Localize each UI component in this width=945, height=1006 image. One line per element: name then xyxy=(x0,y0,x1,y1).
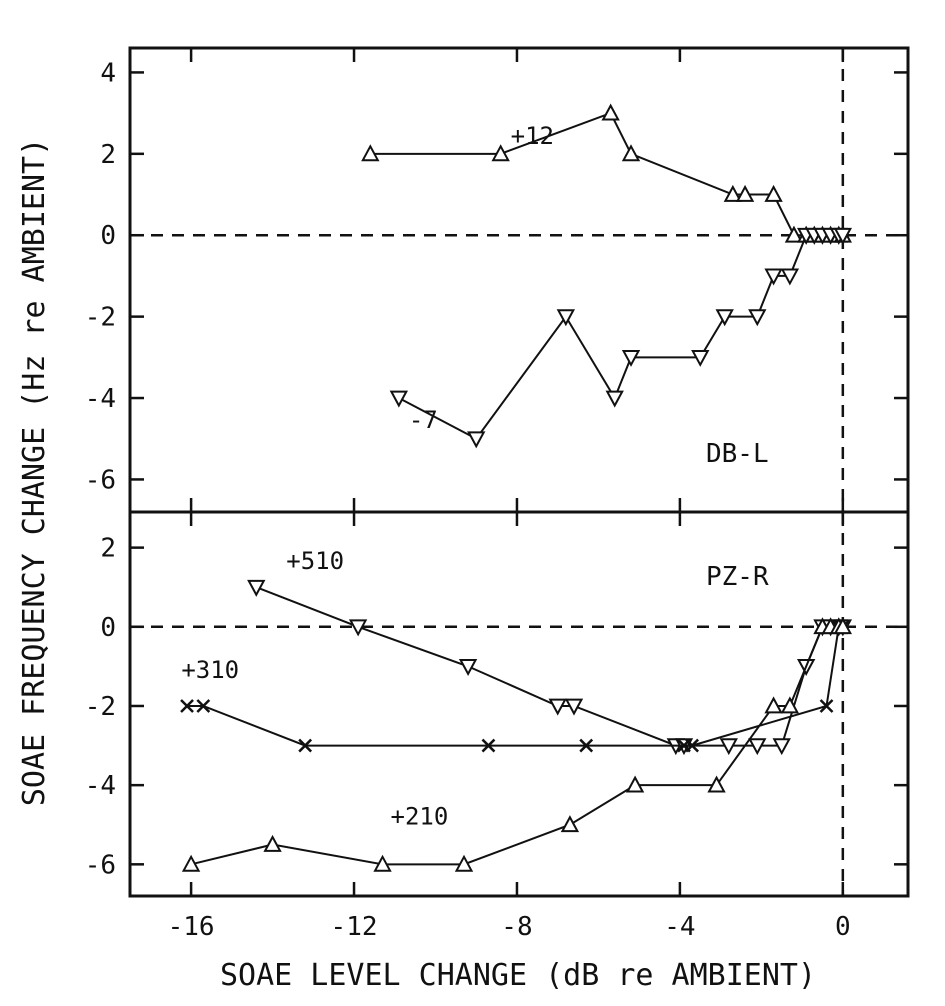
plot-frame-2 xyxy=(128,510,910,898)
data-point xyxy=(707,775,726,793)
data-point xyxy=(723,184,743,202)
data-point xyxy=(348,619,368,637)
data-point xyxy=(556,309,576,327)
data-point xyxy=(247,579,266,597)
y-axis-title: SOAE FREQUENCY CHANGE (Hz re AMBIENT) xyxy=(17,138,52,806)
y-tick-label: -6 xyxy=(85,465,116,495)
data-point xyxy=(181,854,201,872)
y-tick-label: 2 xyxy=(100,140,116,170)
series-label: +510 xyxy=(286,547,344,575)
data-point xyxy=(784,225,804,243)
series-label: +12 xyxy=(511,122,554,150)
data-point xyxy=(196,699,211,713)
data-point xyxy=(491,144,510,162)
x-axis-title: SOAE LEVEL CHANGE (dB re AMBIENT) xyxy=(220,958,816,993)
series-label: +210 xyxy=(391,802,449,830)
data-point xyxy=(691,349,710,367)
data-point xyxy=(180,699,194,713)
data-point xyxy=(454,854,474,872)
y-tick-label: -4 xyxy=(85,384,116,414)
data-point xyxy=(748,738,767,756)
data-point xyxy=(819,699,834,713)
data-point xyxy=(389,390,409,408)
series-label: +310 xyxy=(181,656,239,684)
data-point xyxy=(833,617,853,635)
data-point xyxy=(579,738,594,753)
y-tick-label: -6 xyxy=(85,850,116,880)
data-point xyxy=(764,696,783,714)
data-point xyxy=(748,309,767,327)
data-point xyxy=(833,227,853,245)
panel-label: DB-L xyxy=(706,439,769,469)
series-line xyxy=(398,234,843,441)
x-tick-label: -12 xyxy=(331,912,378,942)
y-tick-label: 2 xyxy=(100,534,116,564)
data-point xyxy=(764,184,783,202)
series-line xyxy=(255,586,843,747)
data-point xyxy=(719,738,738,756)
data-point xyxy=(780,268,800,286)
y-tick-label: -4 xyxy=(85,771,116,801)
data-point xyxy=(605,390,624,408)
y-tick-label: 4 xyxy=(100,58,116,88)
data-point xyxy=(564,698,584,716)
data-point xyxy=(373,854,392,872)
data-point xyxy=(621,144,641,162)
data-point xyxy=(772,738,791,756)
data-point xyxy=(560,815,580,833)
data-point xyxy=(735,184,755,202)
data-point xyxy=(481,738,496,753)
data-point xyxy=(715,309,734,327)
x-tick-label: -4 xyxy=(664,912,695,942)
y-tick-label: -2 xyxy=(85,303,116,333)
data-point xyxy=(361,144,380,162)
data-point xyxy=(764,268,783,286)
data-point xyxy=(625,775,645,793)
x-tick-label: -16 xyxy=(168,912,215,942)
y-tick-label: 0 xyxy=(100,613,116,643)
panel-label: PZ-R xyxy=(706,562,769,592)
data-point xyxy=(548,698,567,716)
data-point xyxy=(621,349,641,367)
data-point xyxy=(458,659,478,676)
data-point xyxy=(263,834,282,852)
series-line xyxy=(370,111,843,237)
data-point xyxy=(780,696,800,714)
y-tick-label: 0 xyxy=(100,221,116,251)
data-point xyxy=(298,738,313,753)
data-point xyxy=(685,738,699,753)
y-tick-label: -2 xyxy=(85,692,116,722)
series-label: -7 xyxy=(409,406,438,434)
data-point xyxy=(601,103,620,121)
data-point xyxy=(467,431,486,449)
series-line xyxy=(187,625,843,747)
x-tick-label: -8 xyxy=(501,912,532,942)
x-tick-label: 0 xyxy=(835,912,851,942)
